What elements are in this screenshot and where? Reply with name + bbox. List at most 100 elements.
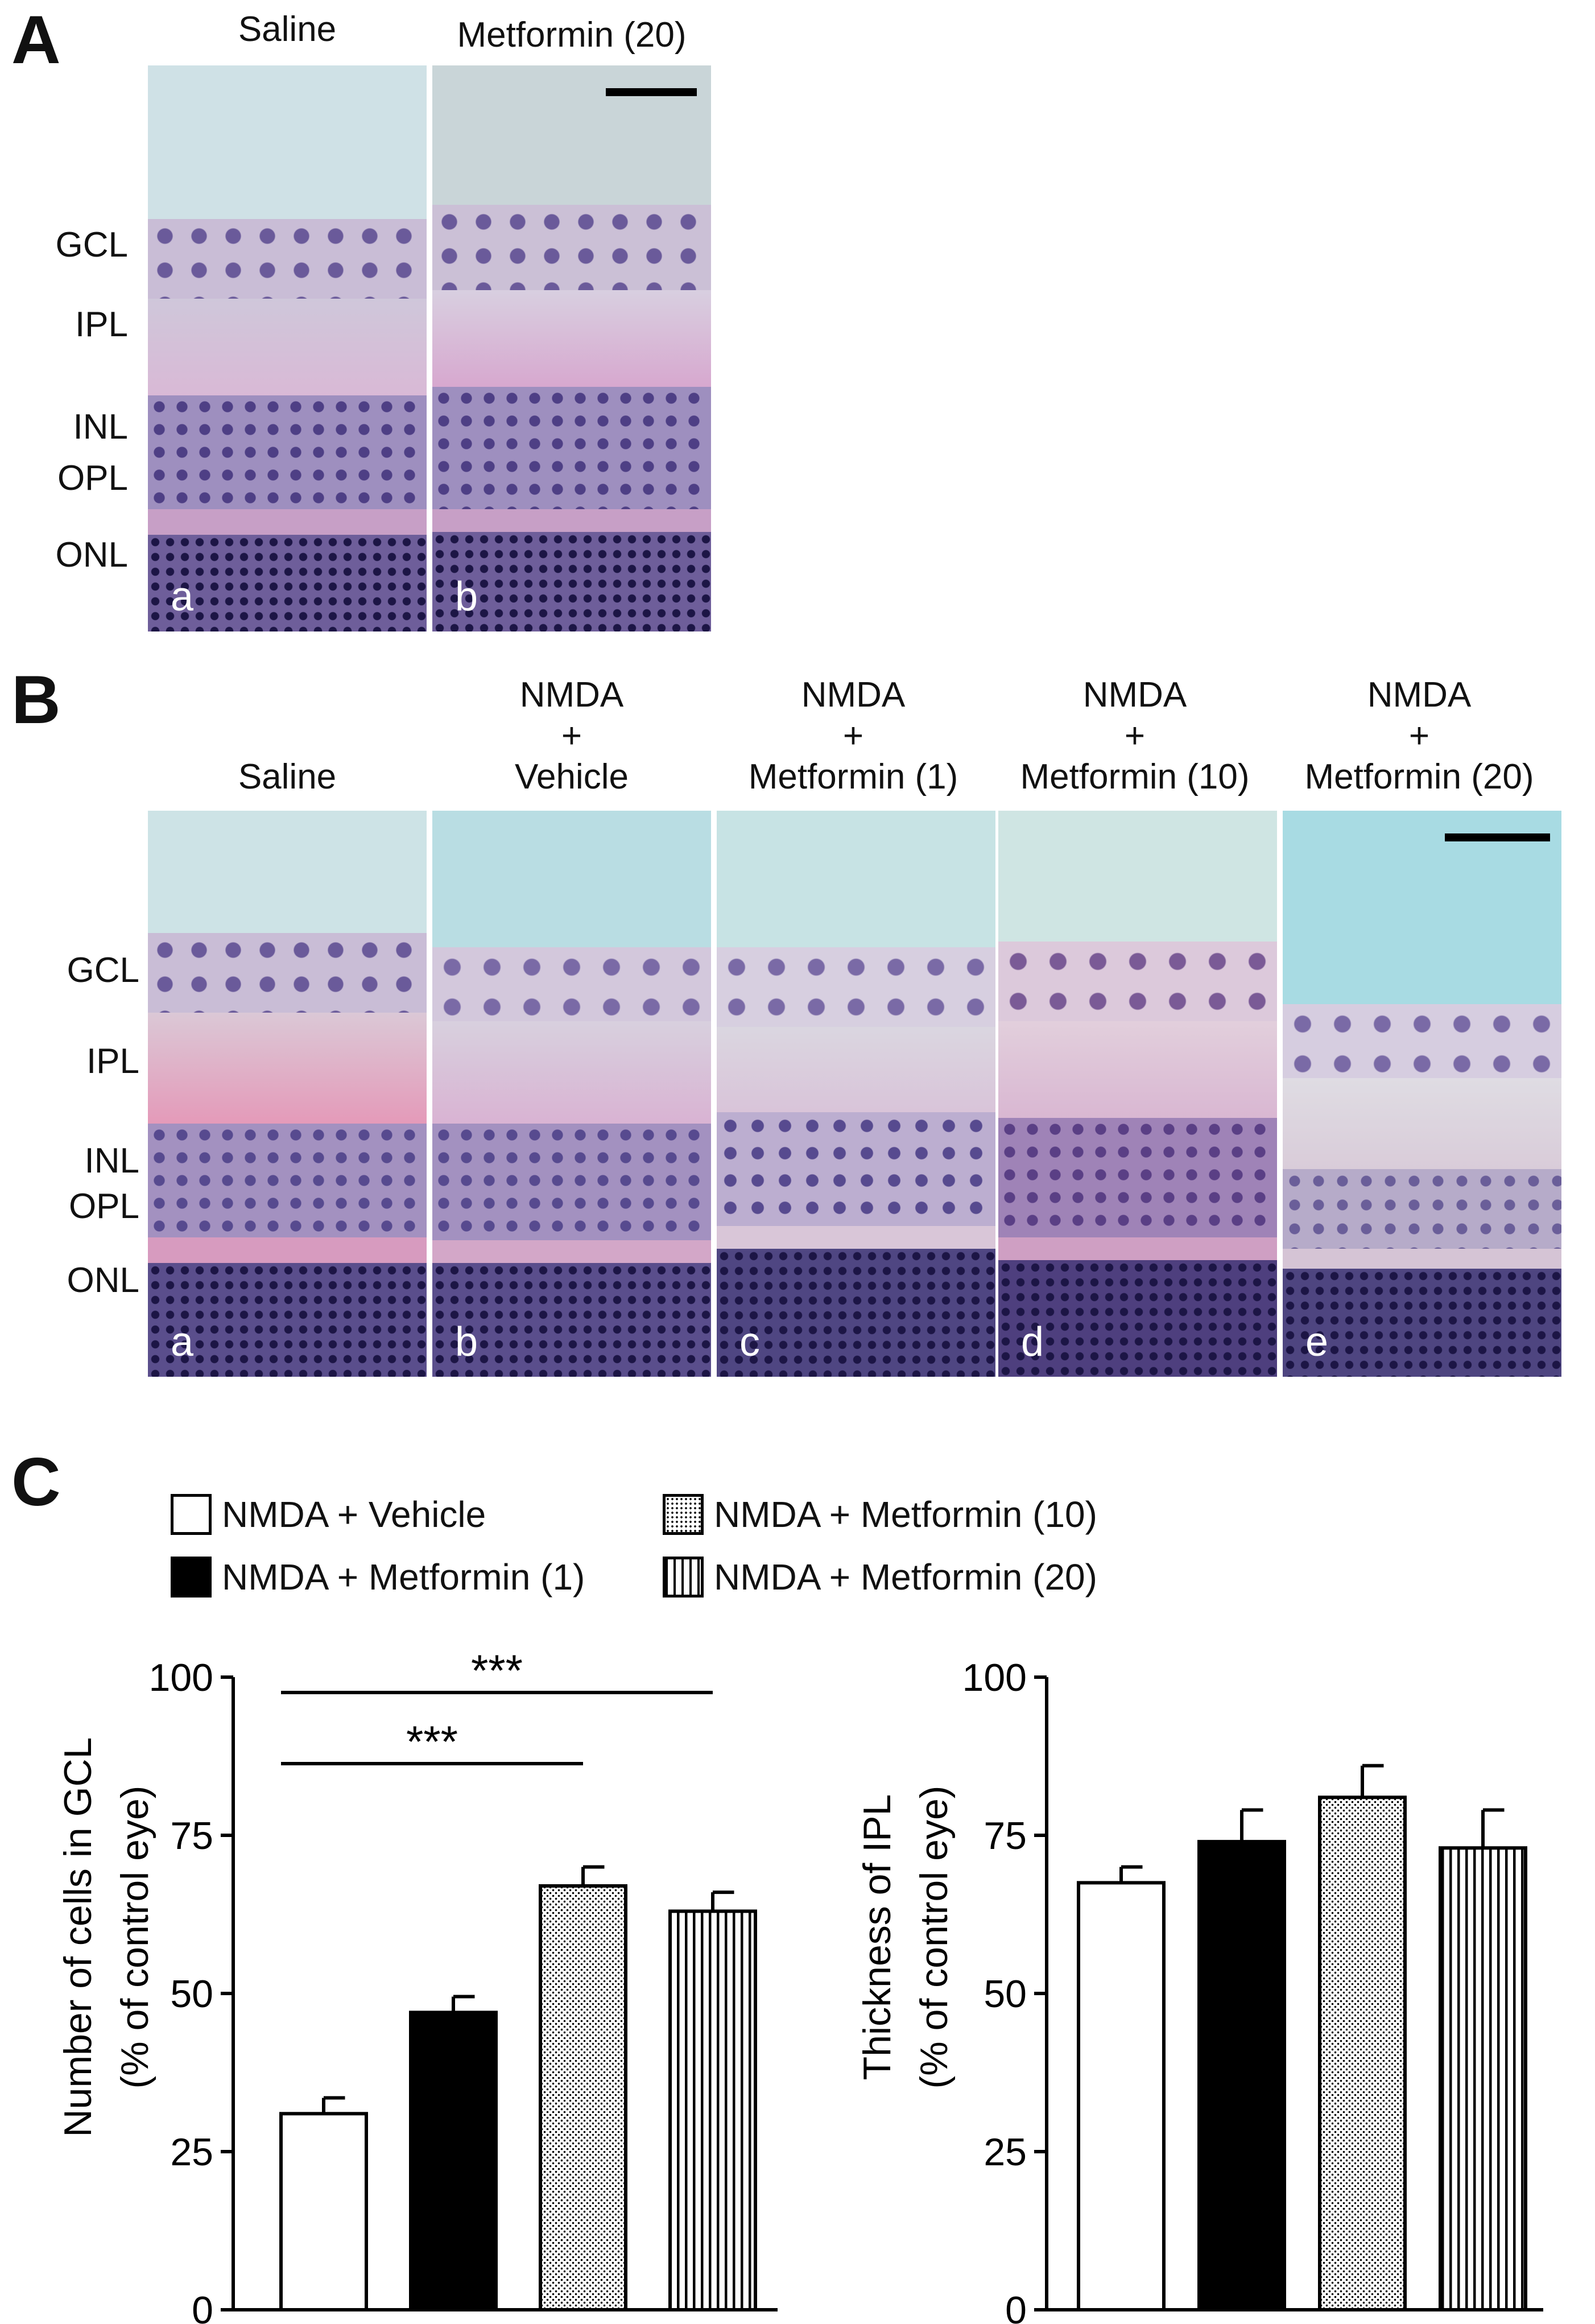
panel-b-column-title: NMDA + Metformin (1) <box>714 674 993 798</box>
micrograph-sublabel: a <box>171 1319 194 1365</box>
inl-layer <box>148 1124 427 1237</box>
micrograph-sublabel: b <box>455 574 478 620</box>
micrograph-sublabel: d <box>1021 1319 1044 1365</box>
layer-label-onl: ONL <box>55 535 128 575</box>
gcl-layer <box>432 205 711 290</box>
ipl-layer <box>432 290 711 387</box>
gcl-layer <box>717 947 995 1027</box>
header-line: Saline <box>238 757 337 796</box>
legend-swatch-white <box>171 1494 212 1535</box>
micrograph-a-metformin: b <box>432 65 711 631</box>
vitreous-region <box>148 811 427 933</box>
y-axis-label: (% of control eye) <box>912 1786 956 2089</box>
panel-b-column-title: Saline <box>148 674 427 798</box>
legend-item: NMDA + Vehicle <box>171 1493 486 1535</box>
vitreous-region <box>717 811 995 947</box>
header-line: + <box>842 716 864 756</box>
legend-swatch-black <box>171 1557 212 1598</box>
scale-bar <box>1445 833 1550 841</box>
onl-layer <box>1283 1269 1561 1377</box>
micrograph-sublabel: b <box>455 1319 478 1365</box>
header-line: + <box>1408 716 1430 756</box>
micrograph-b-saline: a <box>148 811 427 1377</box>
gcl-layer <box>1283 1004 1561 1078</box>
header-line: Metformin (10) <box>1020 757 1250 796</box>
legend-label: NMDA + Metformin (1) <box>222 1557 585 1598</box>
legend-label: NMDA + Metformin (10) <box>714 1494 1097 1535</box>
y-tick-label: 25 <box>170 2131 213 2174</box>
vitreous-region <box>148 65 427 219</box>
bar-black <box>409 2011 498 2312</box>
layer-label-inl: INL <box>84 1141 139 1180</box>
bar-vertical-lines <box>1439 1846 1527 2311</box>
header-line: + <box>561 716 582 756</box>
onl-layer <box>432 1263 711 1377</box>
y-tick-label: 50 <box>170 1972 213 2016</box>
panel-a-letter: A <box>11 2 61 78</box>
header-line: Metformin (20) <box>1304 757 1534 796</box>
layer-label-onl: ONL <box>67 1261 139 1300</box>
bar-dots <box>539 1884 627 2311</box>
y-tick-label: 50 <box>984 1972 1027 2016</box>
legend-item: NMDA + Metformin (10) <box>663 1493 1097 1535</box>
panel-b-column-title: NMDA + Vehicle <box>432 674 711 798</box>
inl-layer <box>148 395 427 509</box>
panel-b-letter: B <box>11 662 61 738</box>
ipl-layer <box>432 1021 711 1124</box>
y-tick-label: 25 <box>984 2131 1027 2174</box>
micrograph-sublabel: a <box>171 574 194 620</box>
y-axis-label: Number of cells in GCL <box>56 1737 100 2137</box>
layer-label-opl: OPL <box>57 459 128 498</box>
panel-a-column-title: Metformin (20) <box>457 15 687 55</box>
inl-layer <box>432 1124 711 1240</box>
y-axis-label: (% of control eye) <box>113 1786 156 2089</box>
opl-layer <box>148 509 427 535</box>
ipl-layer <box>1283 1078 1561 1169</box>
bar-white <box>1077 1881 1166 2311</box>
bar-vertical-lines <box>668 1909 757 2311</box>
y-tick-label: 0 <box>1005 2289 1027 2324</box>
inl-layer <box>1283 1169 1561 1249</box>
header-line: NMDA <box>1367 675 1472 715</box>
scale-bar <box>606 88 697 96</box>
ipl-layer <box>148 1013 427 1124</box>
ipl-layer <box>998 1021 1277 1118</box>
legend-swatch-dots <box>663 1494 704 1535</box>
legend-label: NMDA + Metformin (20) <box>714 1557 1097 1598</box>
bar-dots <box>1318 1795 1407 2311</box>
y-axis-label: Thickness of IPL <box>856 1794 899 2081</box>
onl-layer <box>998 1260 1277 1377</box>
y-tick-label: 100 <box>962 1656 1027 1699</box>
vitreous-region <box>432 811 711 947</box>
bar-black <box>1197 1840 1286 2312</box>
y-tick-label: 75 <box>984 1814 1027 1857</box>
panel-c-letter: C <box>11 1444 61 1520</box>
panel-a-column-title: Saline <box>238 10 337 49</box>
micrograph-a-saline: a <box>148 65 427 631</box>
layer-label-gcl: GCL <box>55 225 128 265</box>
header-line: NMDA <box>519 675 624 715</box>
gcl-layer <box>148 219 427 299</box>
panel-b-column-title: NMDA + Metformin (10) <box>995 674 1274 798</box>
opl-layer <box>998 1237 1277 1260</box>
micrograph-sublabel: e <box>1305 1319 1329 1365</box>
y-tick-label: 100 <box>149 1656 213 1699</box>
layer-label-gcl: GCL <box>67 951 139 990</box>
onl-layer <box>432 532 711 631</box>
layer-label-opl: OPL <box>68 1187 139 1226</box>
opl-layer <box>432 509 711 532</box>
opl-layer <box>717 1226 995 1249</box>
significance-stars: *** <box>406 1716 458 1766</box>
ipl-layer <box>148 299 427 395</box>
onl-layer <box>717 1249 995 1377</box>
opl-layer <box>432 1240 711 1263</box>
panel-b-column-title: NMDA + Metformin (20) <box>1277 674 1561 798</box>
onl-layer <box>148 1263 427 1377</box>
chart-cells-in-gcl: 0 25 50 75 100 *** *** Number of cells in GCL… <box>56 1645 778 2324</box>
vitreous-region <box>1283 811 1561 1004</box>
inl-layer <box>998 1118 1277 1237</box>
y-tick-label: 0 <box>192 2289 213 2324</box>
micrograph-b-metformin-1: c <box>717 811 995 1377</box>
legend-label: NMDA + Vehicle <box>222 1494 486 1535</box>
